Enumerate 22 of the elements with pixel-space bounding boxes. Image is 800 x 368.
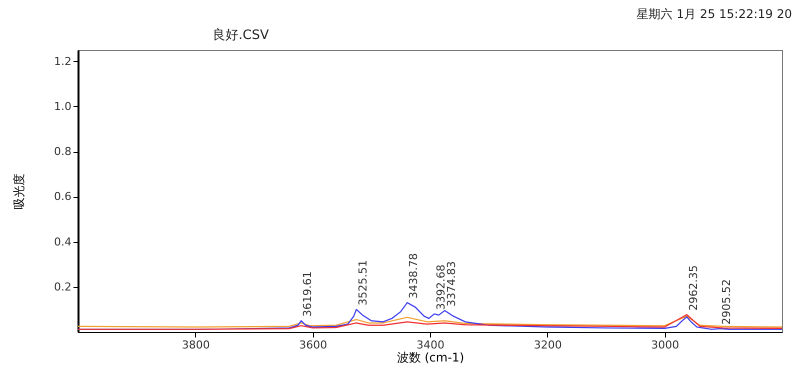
annotation: 3392.68 — [434, 264, 448, 310]
x-tick-label: 3600 — [299, 338, 328, 352]
y-tick-label: 0.2 — [54, 280, 72, 294]
annotation: 3619.61 — [301, 271, 314, 317]
annotation: 3525.51 — [356, 260, 370, 306]
x-tick-label: 3200 — [534, 338, 562, 352]
y-axis-title: 吸光度 — [12, 174, 26, 210]
annotation: 3374.83 — [444, 261, 458, 307]
annotation: 2962.35 — [686, 265, 700, 311]
y-tick-label: 0.8 — [54, 145, 72, 158]
y-tick-label: 0.6 — [54, 190, 72, 204]
y-tick-label: 0.4 — [54, 235, 72, 248]
text: 星期六 1月 25 15:22:19 20 — [636, 6, 792, 23]
x-tick-label: 3000 — [651, 338, 680, 352]
annotation: 3438.78 — [407, 253, 420, 299]
annotation: 2905.52 — [720, 279, 734, 325]
x-tick-label: 3800 — [182, 338, 210, 352]
chart-title: 良好.CSV — [212, 28, 269, 43]
x-axis-title: 波数 (cm-1) — [396, 350, 464, 364]
y-tick-label: 1.0 — [54, 100, 72, 113]
y-tick-label: 1.2 — [54, 54, 72, 68]
x-tick-label: 3400 — [416, 338, 444, 352]
